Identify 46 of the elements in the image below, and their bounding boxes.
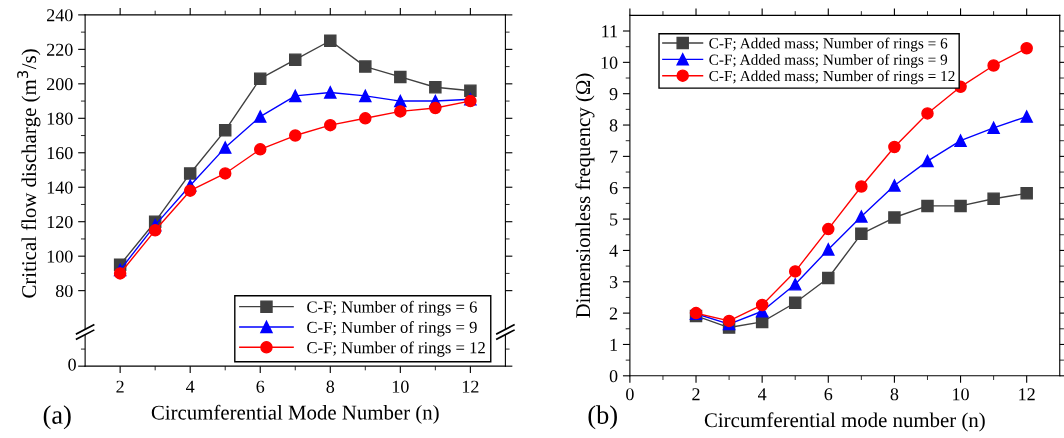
y-axis-title: Critical flow discharge (m$^{3}$/s) xyxy=(17,49,41,298)
x-tick-label: 2 xyxy=(692,388,700,401)
text: (a) xyxy=(43,405,71,430)
legend-label: C-F; Added mass; Number of rings = 9 xyxy=(709,53,948,68)
y-tick-label: 180 xyxy=(47,112,73,125)
y-tick-label: 10 xyxy=(601,56,618,69)
x-tick-label: 0 xyxy=(626,388,634,401)
legend-label: C-F; Added mass; Number of rings = 6 xyxy=(709,37,948,52)
y-tick-label: 0 xyxy=(609,370,618,383)
y-tick-label: 3 xyxy=(609,276,618,289)
x-axis-title: Circumferential Mode Number (n) xyxy=(151,404,439,424)
y-tick-label: 200 xyxy=(47,78,73,91)
x-axis-title: Circumferential mode number (n) xyxy=(704,412,985,432)
legend-label: C-F; Added mass; Number of rings = 12 xyxy=(709,70,955,85)
y-tick-label: 11 xyxy=(602,25,617,38)
x-tick-label: 4 xyxy=(186,380,195,393)
x-tick-label: 12 xyxy=(462,380,479,393)
x-tick-label: 10 xyxy=(392,380,409,393)
x-tick-label: 10 xyxy=(953,388,969,401)
x-tick-label: 8 xyxy=(890,388,899,401)
y-tick-label: 5 xyxy=(610,213,618,226)
y-tick-label: 120 xyxy=(47,215,73,229)
x-tick-label: 2 xyxy=(116,380,124,393)
y-tick-label: 80 xyxy=(55,284,73,298)
legend-label: C-F; Number of rings = 12 xyxy=(307,341,485,357)
y-tick-label: 9 xyxy=(609,88,618,101)
y-tick-label: 6 xyxy=(609,182,618,195)
x-tick-label: 6 xyxy=(256,380,265,393)
x-tick-label: 8 xyxy=(326,380,335,393)
y-tick-label: 160 xyxy=(47,147,73,160)
y-tick-label: 220 xyxy=(47,43,73,56)
y-tick-label: 240 xyxy=(47,9,73,22)
y-tick-label: 8 xyxy=(609,119,618,132)
y-tick-label: 140 xyxy=(47,181,73,194)
legend-label: C-F; Number of rings = 9 xyxy=(307,321,477,337)
x-tick-label: 12 xyxy=(1019,388,1035,401)
y-axis-title: Dimensionless frequency (Ω) xyxy=(575,73,595,318)
text: (b) xyxy=(588,405,617,430)
y-tick-label: 2 xyxy=(609,307,618,320)
legend-label: C-F; Number of rings = 6 xyxy=(307,300,477,317)
x-tick-label: 4 xyxy=(757,388,767,401)
y-tick-label: 4 xyxy=(609,244,618,257)
y-tick-label: 1 xyxy=(610,338,617,351)
y-tick-label: 100 xyxy=(47,250,73,263)
x-tick-label: 6 xyxy=(824,388,833,401)
y-tick-label: 7 xyxy=(610,150,618,163)
